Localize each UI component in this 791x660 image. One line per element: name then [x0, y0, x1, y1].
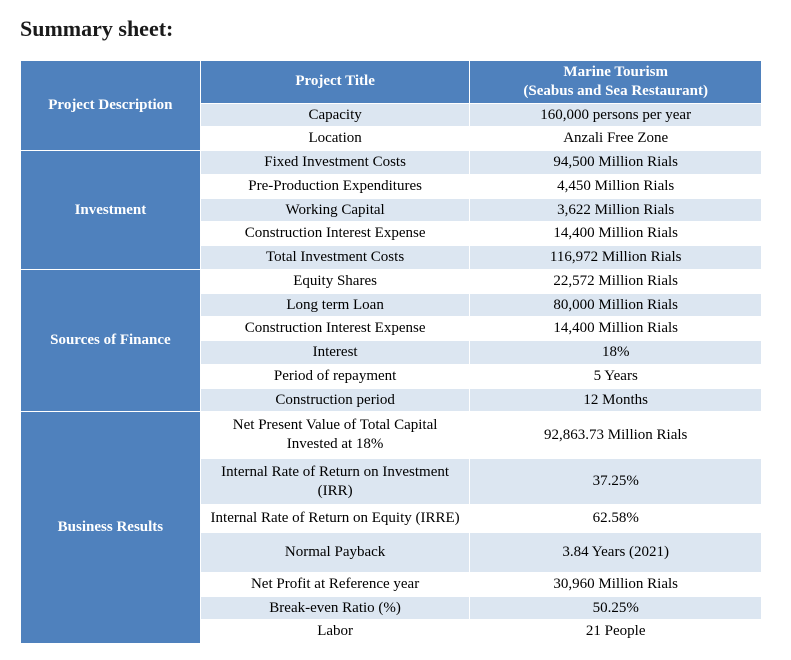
column-header-value: Marine Tourism(Seabus and Sea Restaurant… [470, 61, 762, 104]
row-label: Interest [200, 341, 470, 365]
section-head: Investment [21, 151, 201, 270]
row-label: Period of repayment [200, 364, 470, 388]
row-label: Location [200, 127, 470, 151]
row-value: 80,000 Million Rials [470, 293, 762, 317]
row-label: Construction period [200, 388, 470, 412]
row-label: Long term Loan [200, 293, 470, 317]
row-label: Internal Rate of Return on Investment (I… [200, 458, 470, 505]
row-label: Net Profit at Reference year [200, 572, 470, 596]
row-value: 14,400 Million Rials [470, 317, 762, 341]
row-value: 21 People [470, 620, 762, 644]
section-head-project-description: Project Description [21, 61, 201, 151]
section-head: Sources of Finance [21, 269, 201, 412]
row-value: 22,572 Million Rials [470, 269, 762, 293]
row-value: 3.84 Years (2021) [470, 533, 762, 573]
table-row: Business ResultsNet Present Value of Tot… [21, 412, 762, 459]
row-label: Net Present Value of Total Capital Inves… [200, 412, 470, 459]
section-head: Business Results [21, 412, 201, 644]
row-label: Pre-Production Expenditures [200, 174, 470, 198]
row-label: Internal Rate of Return on Equity (IRRE) [200, 505, 470, 533]
table-row: InvestmentFixed Investment Costs94,500 M… [21, 151, 762, 175]
row-value: 12 Months [470, 388, 762, 412]
row-label: Break-even Ratio (%) [200, 596, 470, 620]
row-value: 5 Years [470, 364, 762, 388]
row-label: Construction Interest Expense [200, 317, 470, 341]
row-value: 160,000 persons per year [470, 103, 762, 127]
row-label: Normal Payback [200, 533, 470, 573]
row-label: Working Capital [200, 198, 470, 222]
row-label: Equity Shares [200, 269, 470, 293]
row-value: 94,500 Million Rials [470, 151, 762, 175]
row-value: 37.25% [470, 458, 762, 505]
column-header-label: Project Title [200, 61, 470, 104]
row-value: 30,960 Million Rials [470, 572, 762, 596]
row-value: 18% [470, 341, 762, 365]
row-value: 92,863.73 Million Rials [470, 412, 762, 459]
row-value: 3,622 Million Rials [470, 198, 762, 222]
summary-table: Project DescriptionProject TitleMarine T… [20, 60, 762, 644]
row-value: Anzali Free Zone [470, 127, 762, 151]
row-label: Construction Interest Expense [200, 222, 470, 246]
row-value: 116,972 Million Rials [470, 246, 762, 270]
row-label: Total Investment Costs [200, 246, 470, 270]
page-title: Summary sheet: [20, 16, 771, 42]
row-value: 4,450 Million Rials [470, 174, 762, 198]
table-header-row: Project DescriptionProject TitleMarine T… [21, 61, 762, 104]
row-label: Capacity [200, 103, 470, 127]
row-label: Labor [200, 620, 470, 644]
row-value: 14,400 Million Rials [470, 222, 762, 246]
row-label: Fixed Investment Costs [200, 151, 470, 175]
row-value: 62.58% [470, 505, 762, 533]
table-row: Sources of FinanceEquity Shares22,572 Mi… [21, 269, 762, 293]
row-value: 50.25% [470, 596, 762, 620]
